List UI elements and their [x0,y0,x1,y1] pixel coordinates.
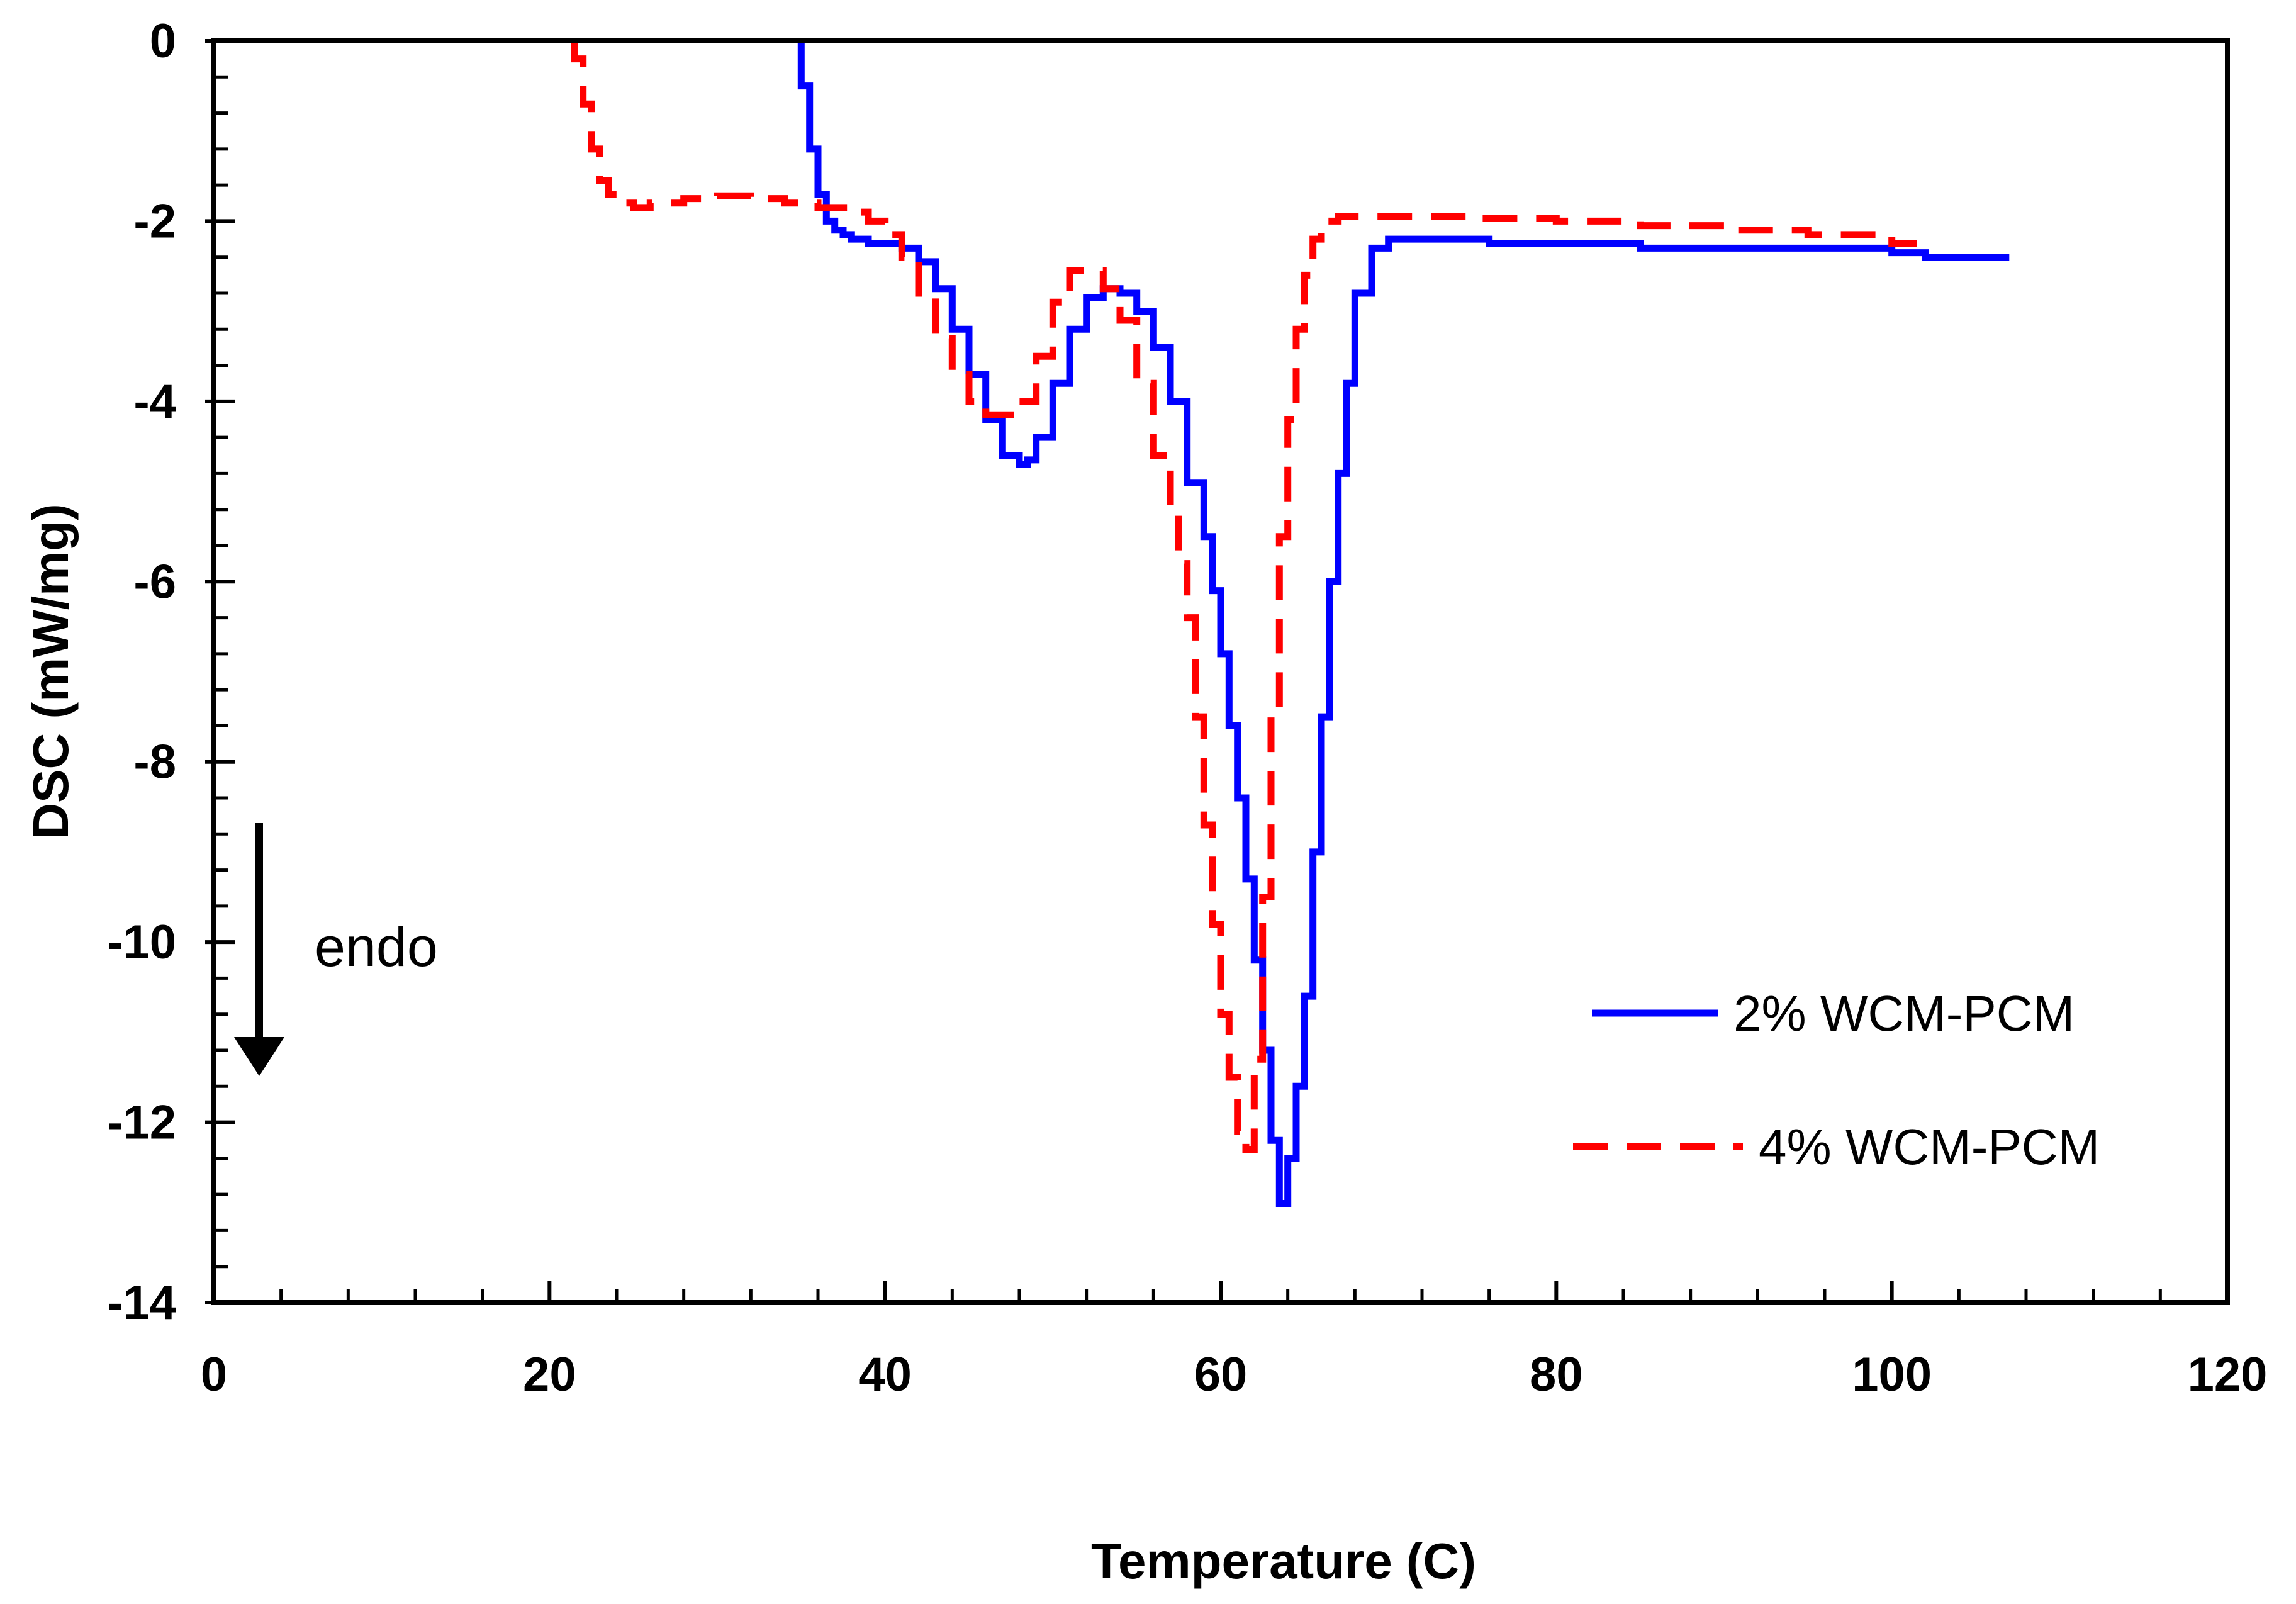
legend: 2% WCM-PCM 4% WCM-PCM [1573,985,2100,1175]
legend-label-2pct: 2% WCM-PCM [1733,985,2075,1041]
y-tick-label: -14 [107,1276,176,1330]
axis-ticks [205,39,2229,1304]
y-tick-labels: 0 -2 -4 -6 -8 -10 -12 -14 [107,14,176,1330]
x-tick-label: 40 [858,1348,912,1401]
series-line-4pct [571,41,1917,1153]
y-tick-label: -8 [133,736,176,789]
x-tick-label: 80 [1530,1348,1583,1401]
legend-label-4pct: 4% WCM-PCM [1759,1119,2100,1175]
y-tick-label: 0 [150,14,176,68]
x-tick-label: 0 [201,1348,227,1401]
y-tick-label: -4 [133,375,176,429]
plot-area-frame [211,38,2230,1305]
y-tick-label: -2 [133,194,176,248]
y-tick-label: -12 [107,1096,176,1150]
y-tick-label: -6 [133,555,176,609]
x-tick-label: 100 [1852,1348,1932,1401]
series-layer [571,41,2010,1207]
x-axis-title: Temperature (C) [1091,1533,1476,1589]
endo-annotation: endo [234,823,438,1076]
y-axis-title: DSC (mW/mg) [23,503,79,839]
endo-arrow-head [234,1037,284,1076]
x-tick-labels: 0 20 40 60 80 100 120 [201,1348,2268,1401]
endo-label: endo [315,916,438,978]
y-tick-label: -10 [107,916,176,969]
x-tick-label: 120 [2188,1348,2268,1401]
x-tick-label: 60 [1194,1348,1248,1401]
x-tick-label: 20 [523,1348,576,1401]
series-line-2pct [797,41,2010,1207]
